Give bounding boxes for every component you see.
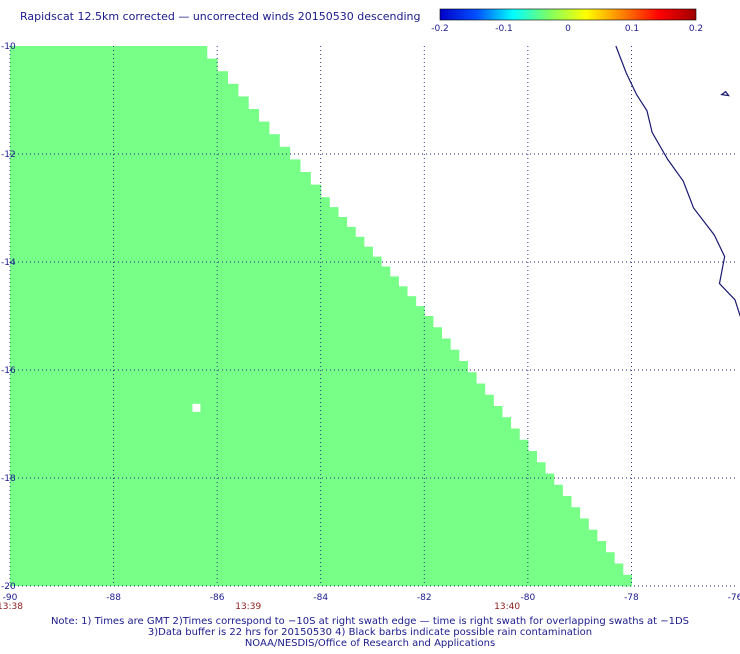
swath-edge-cell: [510, 428, 520, 441]
swath-edge-cell: [337, 217, 348, 228]
x-tick-label: -78: [624, 593, 639, 603]
swath-edge-cell: [579, 518, 589, 531]
missing-data-cell: [192, 403, 201, 412]
swath-edge-cell: [196, 46, 208, 60]
swath-edge-cell: [484, 394, 494, 407]
x-tick-label: -80: [521, 593, 536, 603]
y-tick-label: -12: [1, 150, 16, 160]
swath-edge-cell: [237, 96, 249, 110]
swath-edge-cell: [519, 439, 529, 452]
map-title: Rapidscat 12.5km corrected — uncorrected…: [20, 10, 421, 23]
swath-edge-cell: [329, 207, 339, 218]
swath-edge-cell: [415, 306, 425, 317]
swath-edge-cell: [258, 121, 270, 135]
swath-edge-cell: [289, 159, 301, 173]
swath-edge-cell: [217, 71, 228, 85]
swath-edge-cell: [310, 184, 322, 198]
colorbar-gradient: [439, 8, 697, 21]
coastline: [615, 45, 740, 317]
swath-edge-cell: [248, 109, 260, 123]
swath-time-label: 13:40: [494, 602, 520, 612]
swath-edge-cell: [536, 462, 546, 474]
y-tick-label: -14: [1, 258, 16, 268]
x-tick-label: -84: [313, 593, 328, 603]
y-tick-label: -20: [1, 582, 16, 592]
swath-edge-cell: [407, 296, 417, 307]
y-tick-label: -16: [1, 366, 16, 376]
swath-edge-cell: [571, 507, 581, 519]
x-tick-label: -86: [210, 593, 225, 603]
swath-edge-cell: [206, 58, 218, 72]
swath-edge-cell: [467, 372, 477, 384]
swath-edge-cell: [458, 361, 468, 373]
x-tick-label: -76: [728, 593, 740, 603]
swath-edge-cell: [545, 473, 555, 486]
colorbar-legend: -0.2 -0.1 0 0.1 0.2: [431, 8, 703, 34]
swath-edge-cell: [320, 197, 330, 208]
swath-edge-cell: [553, 484, 563, 497]
swath-time-label: 13:39: [235, 602, 261, 612]
swath-edge-cell: [346, 226, 356, 238]
swath-edge-cell: [450, 349, 460, 362]
footnote-line-3: NOAA/NESDIS/Office of Research and Appli…: [244, 638, 496, 649]
swath-edge-cell: [227, 83, 239, 97]
y-tick-label: -18: [1, 474, 16, 484]
swath-edge-cell: [268, 134, 280, 148]
footnote-line-2: 3)Data buffer is 22 hrs for 20150530 4) …: [147, 627, 593, 638]
swath-edge-cell: [476, 383, 486, 396]
swath-edge-cell: [562, 496, 572, 508]
swath-edge-cell: [398, 286, 408, 297]
swath-edge-cell: [596, 541, 607, 553]
colorbar-tick-label: -0.2: [431, 24, 449, 34]
x-tick-label: -90: [3, 593, 18, 603]
swath-edge-cell: [372, 256, 382, 267]
colorbar-tick-label: 0.1: [625, 24, 639, 34]
x-tick-label: -82: [417, 593, 432, 603]
colorbar-tick-label: -0.1: [495, 24, 513, 34]
swath-edge-cell: [381, 266, 391, 277]
swath-edge-cell: [389, 276, 399, 287]
swath-time-label: 13:38: [0, 602, 23, 612]
swath-edge-cell: [527, 451, 537, 463]
swath-edge-cell: [279, 146, 291, 160]
swath-edge-cell: [441, 338, 451, 351]
swath-edge-cell: [493, 406, 503, 418]
swath-edge-cell: [605, 552, 615, 564]
x-tick-label: -88: [106, 593, 121, 603]
swath-edge-cell: [501, 417, 512, 429]
colorbar-tick-label: 0: [565, 24, 571, 34]
swath-data-region: [10, 46, 632, 586]
y-tick-label: -10: [1, 42, 16, 52]
swath-edge-cell: [614, 563, 624, 576]
swath-edge-cell: [300, 172, 311, 186]
colorbar-tick-label: 0.2: [689, 24, 703, 34]
map-plot-area: -10 -12 -14 -16 -18 -20-90 -88 -86 -84 -82 -80 -78 -…: [0, 42, 740, 612]
swath-edge-cell: [355, 236, 365, 248]
swath-edge-cell: [622, 574, 632, 587]
swath-edge-cell: [363, 246, 373, 258]
island-outline: [720, 90, 730, 97]
swath-edge-cell: [432, 327, 443, 339]
footnote-line-1: Note: 1) Times are GMT 2)Times correspon…: [50, 616, 690, 627]
swath-edge-cell: [424, 316, 434, 328]
swath-edge-cell: [588, 529, 598, 542]
